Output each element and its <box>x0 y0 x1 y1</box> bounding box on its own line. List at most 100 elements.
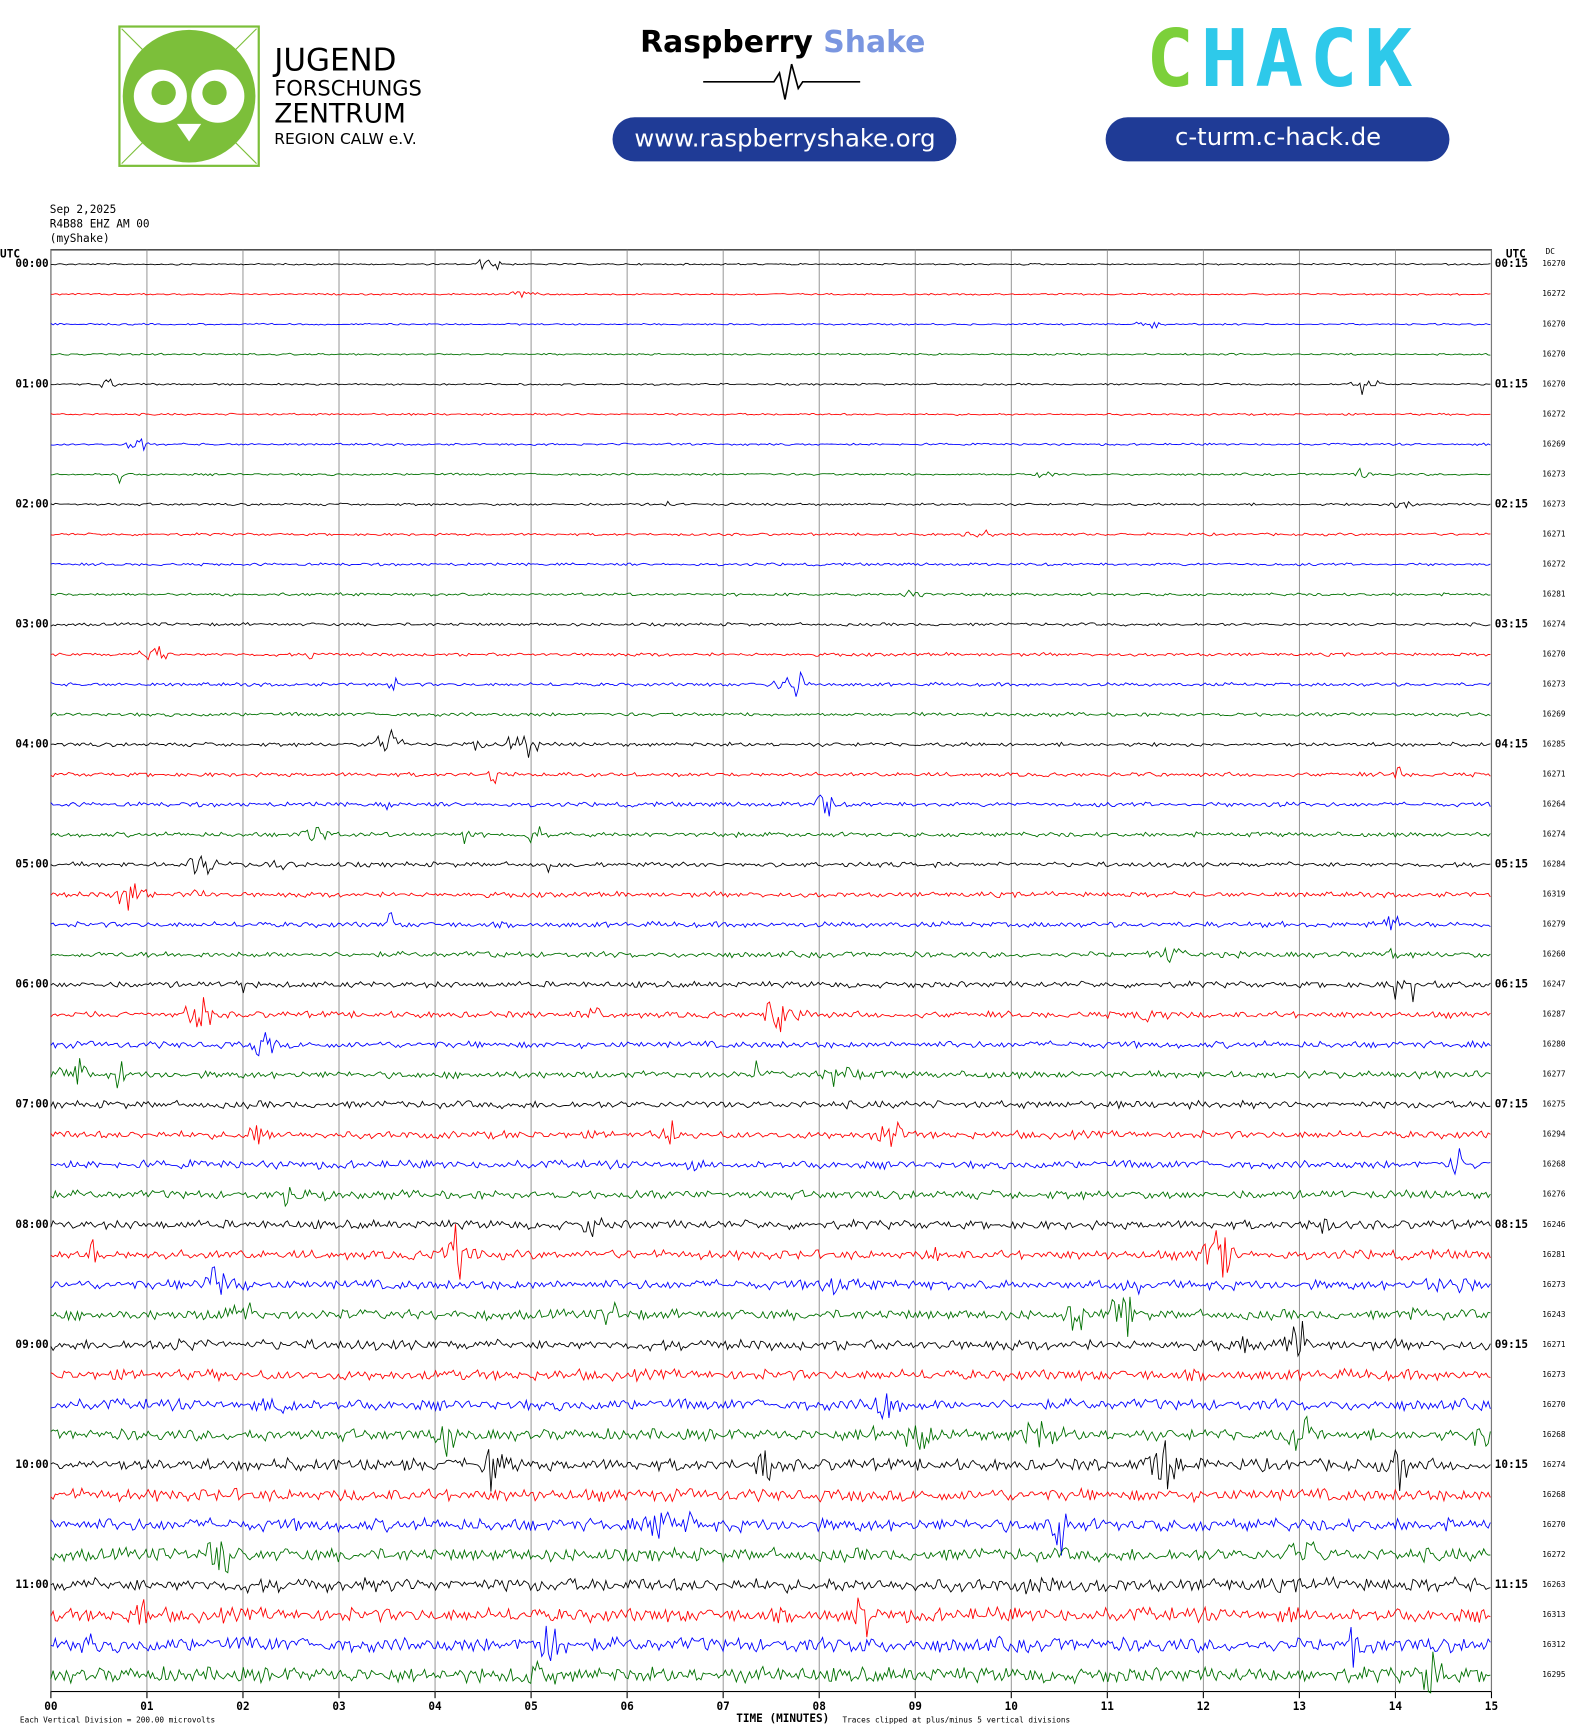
trace <box>50 467 1491 485</box>
trace <box>50 1393 1491 1421</box>
chack-c: C <box>1146 12 1201 105</box>
dc-value: 16275 <box>1542 1100 1566 1109</box>
left-time: 08:00 <box>15 1218 48 1231</box>
dc-value: 16270 <box>1542 319 1566 328</box>
rs-wave <box>703 63 861 100</box>
x-tick-label: 08 <box>813 1700 826 1713</box>
jfz-text: FORSCHUNGS <box>274 77 422 101</box>
trace <box>50 946 1491 964</box>
dc-value: 16273 <box>1542 1370 1566 1379</box>
dc-value: 16263 <box>1542 1580 1566 1589</box>
dc-value: 16270 <box>1542 1400 1566 1409</box>
rs-url: www.raspberryshake.org <box>634 123 935 152</box>
trace <box>50 1651 1491 1694</box>
x-axis-label: TIME (MINUTES) <box>736 1712 829 1725</box>
trace <box>50 670 1491 697</box>
trace <box>50 1148 1491 1176</box>
dc-value: 16273 <box>1542 469 1566 478</box>
chack-url: c-turm.c-hack.de <box>1175 122 1381 151</box>
left-time: 06:00 <box>15 978 48 991</box>
trace <box>50 1440 1491 1492</box>
right-time: 02:15 <box>1495 497 1528 510</box>
left-time: 03:00 <box>15 617 48 630</box>
left-time: 09:00 <box>15 1338 48 1351</box>
trace <box>50 352 1491 356</box>
dc-value: 16270 <box>1542 259 1566 268</box>
trace <box>50 1266 1491 1296</box>
x-tick-label: 06 <box>620 1700 634 1713</box>
rs-pill <box>612 117 957 162</box>
dc-value: 16274 <box>1542 1460 1566 1469</box>
x-tick-label: 15 <box>1485 1700 1498 1713</box>
dc-value: 16270 <box>1542 649 1566 658</box>
left-time: 00:00 <box>15 257 48 270</box>
division-note: Each Vertical Division = 200.00 microvol… <box>20 1715 215 1724</box>
dc-value: 16269 <box>1542 439 1566 448</box>
rs-title: Raspberry Shake <box>640 25 925 60</box>
trace <box>50 1058 1491 1089</box>
trace <box>50 979 1491 1003</box>
left-time: 04:00 <box>15 737 48 750</box>
right-time: 07:15 <box>1495 1098 1528 1111</box>
dc-value: 16281 <box>1542 589 1566 598</box>
dc-value: 16313 <box>1542 1610 1566 1619</box>
dc-value: 16264 <box>1542 800 1566 809</box>
trace <box>50 1296 1491 1337</box>
jfz-text: JUGEND <box>272 42 396 78</box>
left-time: 10:00 <box>15 1458 48 1471</box>
dc-value: 16271 <box>1542 529 1566 538</box>
right-time: 08:15 <box>1495 1218 1528 1231</box>
x-tick-label: 05 <box>524 1700 537 1713</box>
trace <box>50 1597 1491 1638</box>
trace <box>50 562 1491 567</box>
x-tick-label: 00 <box>44 1700 57 1713</box>
dc-value: 16280 <box>1542 1040 1566 1049</box>
station: R4B88 EHZ AM 00 <box>50 217 150 230</box>
trace <box>50 378 1491 395</box>
trace <box>50 1187 1491 1208</box>
trace <box>50 646 1491 661</box>
trace <box>50 794 1491 817</box>
trace <box>50 500 1491 509</box>
trace <box>50 589 1491 598</box>
jfz-text: ZENTRUM <box>274 98 406 129</box>
dc-value: 16273 <box>1542 679 1566 688</box>
dc-value: 16270 <box>1542 349 1566 358</box>
dc-value: 16279 <box>1542 920 1566 929</box>
chack-title: CHACK <box>1146 12 1419 105</box>
dc-value: 16272 <box>1542 1550 1565 1559</box>
trace <box>50 1625 1491 1668</box>
dc-value: 16243 <box>1542 1310 1566 1319</box>
trace <box>50 1321 1491 1358</box>
dc-label: DC <box>1546 247 1556 256</box>
right-time: 01:15 <box>1495 377 1528 390</box>
trace <box>50 622 1491 627</box>
source: (myShake) <box>50 232 110 245</box>
right-time: 10:15 <box>1495 1458 1528 1471</box>
trace <box>50 1032 1491 1057</box>
x-tick-label: 03 <box>332 1700 345 1713</box>
trace <box>50 826 1491 844</box>
left-time: 11:00 <box>15 1578 48 1591</box>
trace <box>50 437 1491 452</box>
x-tick-label: 11 <box>1101 1700 1115 1713</box>
date: Sep 2,2025 <box>50 203 117 216</box>
dc-value: 16294 <box>1542 1130 1566 1139</box>
trace <box>50 291 1491 299</box>
clip-note: Traces clipped at plus/minus 5 vertical … <box>842 1715 1070 1724</box>
trace <box>50 1510 1491 1556</box>
right-time: 04:15 <box>1495 737 1528 750</box>
trace <box>50 1099 1491 1111</box>
dc-value: 16273 <box>1542 499 1566 508</box>
trace <box>50 854 1491 876</box>
dc-value: 16272 <box>1542 289 1565 298</box>
x-tick-label: 01 <box>140 1700 154 1713</box>
dc-value: 16287 <box>1542 1010 1566 1019</box>
trace <box>50 321 1491 330</box>
dc-value: 16274 <box>1542 619 1566 628</box>
x-tick-label: 02 <box>236 1700 249 1713</box>
chack-rest: HACK <box>1201 12 1419 105</box>
right-time: 00:15 <box>1495 257 1528 270</box>
trace <box>50 1216 1491 1237</box>
